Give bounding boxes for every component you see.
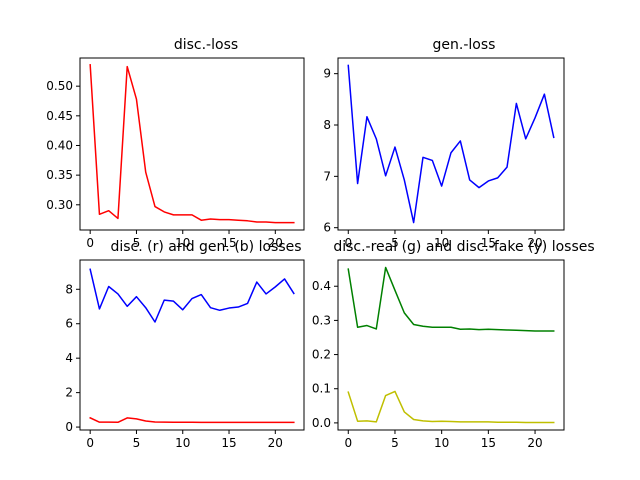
x-tick-label: 15: [221, 436, 236, 450]
x-tick-label: 20: [268, 236, 283, 250]
x-tick-label: 5: [133, 236, 141, 250]
y-tick-label: 4: [65, 351, 73, 365]
y-tick-label: 6: [323, 221, 331, 235]
x-tick-label: 0: [344, 236, 352, 250]
axes-frame: [79, 259, 305, 431]
y-tick-label: 2: [65, 386, 73, 400]
x-tick-label: 10: [434, 436, 449, 450]
x-tick-label: 15: [221, 236, 236, 250]
subplot-title: gen.-loss: [433, 37, 496, 53]
series-line-1: [89, 416, 295, 424]
x-tick-label: 10: [434, 236, 449, 250]
subplot-disc-loss: 0 5 10 15 20 0.30 0.35 0.40 0.45 0.50 disc.-loss: [46, 37, 305, 250]
x-tick-label: 0: [86, 436, 94, 450]
x-tick-label: 20: [527, 236, 542, 250]
x-tick-label: 5: [391, 436, 399, 450]
y-tick-label: 0.40: [46, 138, 73, 152]
y-tick-label: 8: [65, 282, 73, 296]
y-tick-label: 7: [323, 169, 331, 183]
y-tick-label: 8: [323, 118, 331, 132]
subplot-real-fake-losses: 0 5 10 15 20 0.0 0.1 0.2 0.3 0.4 disc.-real (g) an…: [312, 239, 595, 450]
x-tick-label: 15: [481, 236, 496, 250]
x-tick-label: 10: [175, 236, 190, 250]
x-tick-label: 20: [268, 436, 283, 450]
subplot-title: disc.-real (g) and disc.-fake (y) losses: [333, 239, 594, 255]
axes-frame: [337, 259, 565, 431]
axes-frame: [79, 57, 305, 231]
x-tick-label: 0: [86, 236, 94, 250]
series-line-0: [89, 64, 295, 224]
y-tick-label: 9: [323, 67, 331, 81]
x-tick-label: 15: [481, 436, 496, 450]
series-line-0: [89, 268, 295, 323]
y-tick-label: 0.3: [312, 313, 331, 327]
y-tick-label: 0: [65, 420, 73, 434]
y-tick-label: 0.50: [46, 79, 73, 93]
x-tick-label: 0: [344, 436, 352, 450]
x-tick-label: 20: [527, 436, 542, 450]
subplot-title: disc.-loss: [174, 37, 238, 53]
axes-frame: [337, 57, 565, 231]
x-tick-label: 10: [175, 436, 190, 450]
y-tick-label: 0.45: [46, 109, 73, 123]
y-tick-label: 0.4: [312, 279, 331, 293]
subplot-title: disc. (r) and gen. (b) losses: [110, 239, 301, 255]
series-line-0: [347, 64, 555, 224]
y-tick-label: 0.30: [46, 198, 73, 212]
subplot-combined-losses: 0 5 10 15 20 0 2 4 6 8 disc. (r) and gen. (b) loss…: [65, 239, 305, 450]
series-line-1: [347, 390, 555, 424]
x-tick-label: 5: [133, 436, 141, 450]
y-tick-label: 0.1: [312, 382, 331, 396]
x-tick-label: 5: [391, 236, 399, 250]
y-tick-label: 0.35: [46, 168, 73, 182]
y-tick-label: 0.2: [312, 348, 331, 362]
y-tick-label: 6: [65, 317, 73, 331]
series-line-0: [347, 266, 555, 332]
subplot-gen-loss: 0 5 10 15 20 6 7 8 9 gen.-loss: [323, 37, 565, 250]
y-tick-label: 0.0: [312, 416, 331, 430]
